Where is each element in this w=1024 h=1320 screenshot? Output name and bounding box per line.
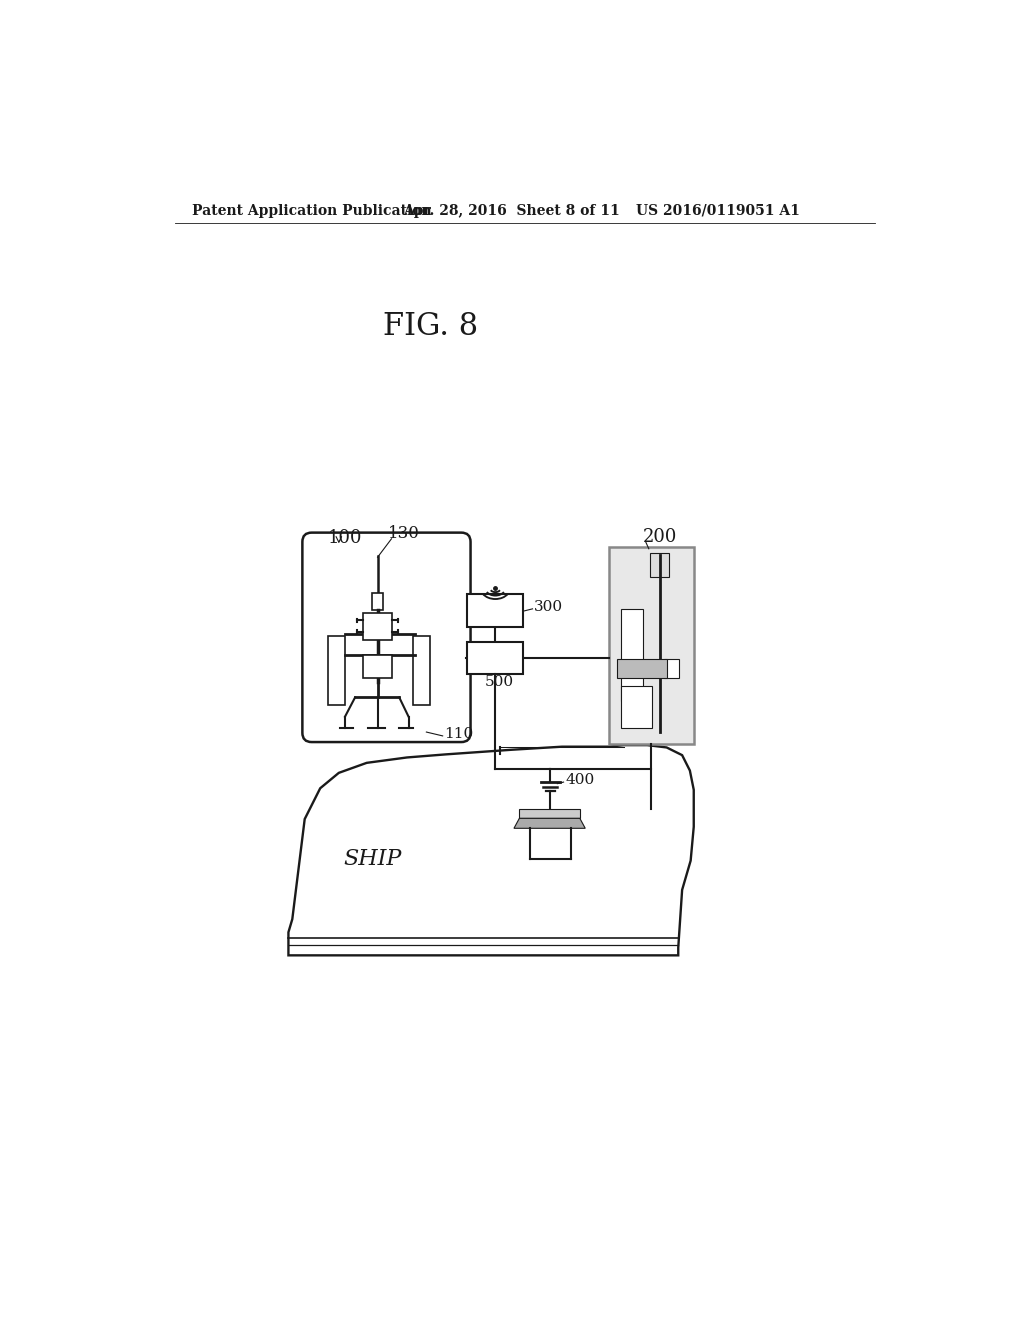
Text: SHIP: SHIP [343, 849, 401, 870]
Text: BRIDGE: BRIDGE [466, 652, 524, 665]
Text: Apr. 28, 2016  Sheet 8 of 11: Apr. 28, 2016 Sheet 8 of 11 [403, 203, 620, 218]
Bar [372, 594, 383, 610]
Text: 110: 110 [444, 727, 473, 742]
Bar [664, 659, 679, 678]
Bar [362, 655, 392, 678]
Bar [467, 642, 523, 675]
Bar [608, 548, 693, 743]
Text: 500: 500 [484, 675, 514, 689]
Text: 400: 400 [565, 772, 594, 787]
Text: 100: 100 [328, 529, 362, 546]
Text: LTE: LTE [476, 602, 514, 619]
Bar [617, 659, 668, 678]
Bar [467, 594, 523, 627]
Bar [362, 612, 392, 640]
Text: 300: 300 [535, 599, 563, 614]
Text: US 2016/0119051 A1: US 2016/0119051 A1 [636, 203, 800, 218]
Bar [621, 609, 643, 701]
Bar [328, 636, 345, 705]
Bar [621, 686, 652, 729]
FancyBboxPatch shape [302, 533, 471, 742]
Bar [519, 809, 580, 818]
Text: 200: 200 [643, 528, 677, 546]
Text: Patent Application Publication: Patent Application Publication [191, 203, 431, 218]
Bar [414, 636, 430, 705]
Polygon shape [514, 818, 586, 829]
Bar [652, 558, 668, 566]
Bar [650, 553, 669, 577]
Text: 130: 130 [388, 525, 420, 543]
Text: FIG. 8: FIG. 8 [383, 310, 478, 342]
